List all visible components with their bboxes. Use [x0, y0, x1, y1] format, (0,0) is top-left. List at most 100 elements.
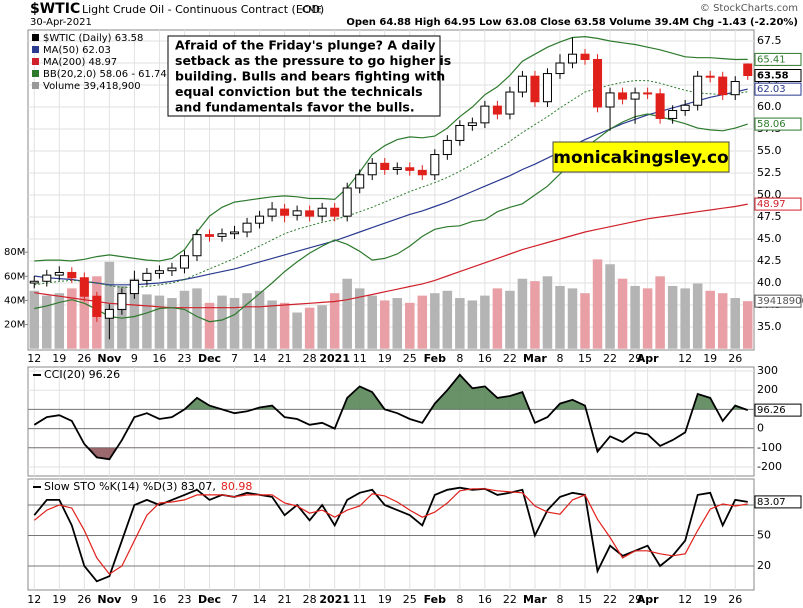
- x-tick-label: 8: [556, 593, 563, 606]
- annotation-line: building. Bulls and bears fighting with: [175, 69, 445, 84]
- candle-body: [104, 308, 114, 319]
- volume-bar: [354, 288, 365, 349]
- x-tick-label: 26: [77, 593, 91, 606]
- candle-body: [292, 210, 302, 216]
- candle-body: [392, 167, 402, 170]
- x-tick-label: 8: [456, 352, 463, 365]
- x-tick-label: 16: [152, 352, 166, 365]
- volume-bar: [667, 285, 678, 349]
- x-tick-label: 19: [703, 352, 717, 365]
- candle-body: [417, 169, 427, 176]
- value-tag: 39418900: [754, 294, 803, 308]
- y-tick-label: 42.5: [757, 254, 782, 267]
- annotation-line: setback as the pressure to go higher is: [175, 53, 451, 68]
- legend-swatch: [32, 82, 39, 89]
- x-tick-label: 16: [478, 593, 492, 606]
- volume-bar: [292, 312, 302, 349]
- candle-body: [705, 75, 715, 78]
- candle-body: [305, 210, 315, 217]
- value-tag: 96.26: [754, 403, 802, 417]
- value-tag-box: [754, 403, 802, 417]
- x-tick-label: 28: [303, 352, 317, 365]
- value-tag-label: 58.06: [757, 119, 786, 130]
- legend-label: Volume 39,418,900: [43, 81, 141, 92]
- candle-body: [743, 63, 753, 77]
- x-tick-label: 9: [131, 352, 138, 365]
- candle-body: [455, 124, 465, 141]
- volume-bar: [217, 295, 227, 349]
- value-tag-box: [754, 294, 802, 308]
- value-tag-label: 63.58: [757, 71, 789, 82]
- x-tick-label: 8: [556, 352, 563, 365]
- x-tick-label: 12: [27, 593, 41, 606]
- x-tick-label: 2021: [319, 593, 350, 606]
- candle-body: [442, 139, 452, 156]
- candle-body: [730, 80, 740, 96]
- legend-label: CCI(20) 96.26: [44, 368, 120, 381]
- overlay-line: [34, 203, 748, 309]
- shade-area: [34, 374, 748, 410]
- volume-tick-label: 80M: [4, 247, 25, 258]
- x-tick-label: 14: [253, 593, 267, 606]
- legend-swatch: [32, 46, 39, 53]
- x-tick-label: 19: [52, 352, 66, 365]
- y-tick-label: 45.0: [757, 232, 782, 245]
- volume-bar: [154, 295, 165, 349]
- candle-body: [580, 53, 590, 60]
- y-tick-label: -100: [757, 441, 782, 454]
- indicator-line: [33, 488, 748, 575]
- copyright: © StockCharts.com: [700, 3, 798, 14]
- annotation-line: equal conviction but the technicals: [175, 84, 423, 99]
- candle-body: [230, 231, 240, 235]
- volume-bar: [480, 295, 490, 349]
- volume-bar: [717, 293, 728, 349]
- volume-bar: [29, 290, 40, 349]
- x-tick-label: 25: [403, 352, 417, 365]
- volume-bar: [142, 294, 152, 349]
- candle-body: [117, 293, 127, 310]
- x-tick-label: 15: [578, 352, 592, 365]
- candle-body: [467, 122, 477, 126]
- candle-body: [630, 92, 640, 100]
- overlay-line: [34, 80, 748, 288]
- x-tick-label: 25: [403, 593, 417, 606]
- volume-bar: [530, 281, 540, 349]
- x-tick-label: 19: [703, 593, 717, 606]
- overlay-line: [34, 88, 748, 286]
- x-tick-label: Apr: [637, 352, 659, 365]
- y-tick-label: 55.0: [757, 144, 782, 157]
- annotation-box: [167, 35, 441, 117]
- value-tag-label: 48.97: [757, 199, 786, 210]
- y-tick-label: 40.0: [757, 276, 782, 289]
- volume-bar: [254, 290, 265, 349]
- volume-bar: [742, 301, 753, 349]
- watermark-box: [552, 141, 730, 173]
- candle-body: [129, 279, 139, 295]
- x-tick-label: 23: [177, 352, 191, 365]
- volume-bar: [279, 302, 290, 349]
- legend-label: 80.98: [221, 480, 253, 493]
- x-tick-label: 9: [131, 593, 138, 606]
- x-tick-label: Dec: [198, 352, 221, 365]
- x-tick-label: 19: [52, 593, 66, 606]
- value-tag: 63.58: [754, 69, 802, 83]
- volume-bar: [229, 298, 240, 349]
- volume-bar: [42, 295, 52, 349]
- x-tick-label: 7: [231, 352, 238, 365]
- value-tag-box: [754, 69, 802, 83]
- x-tick-label: 23: [177, 593, 191, 606]
- value-tag-box: [754, 52, 802, 66]
- volume-bar: [630, 285, 640, 349]
- candle-body: [693, 75, 703, 106]
- volume-bar: [692, 283, 703, 349]
- panel-frame: [27, 29, 755, 351]
- volume-bar: [617, 278, 628, 349]
- x-tick-label: 22: [603, 352, 617, 365]
- quote: Open 64.88 High 64.95 Low 63.08 Close 63…: [346, 17, 798, 28]
- x-tick-label: 26: [728, 352, 742, 365]
- x-tick-label: 22: [603, 593, 617, 606]
- volume-bar: [67, 288, 77, 349]
- candle-body: [530, 75, 540, 103]
- candle-body: [142, 272, 152, 281]
- indicator-line: [33, 373, 749, 461]
